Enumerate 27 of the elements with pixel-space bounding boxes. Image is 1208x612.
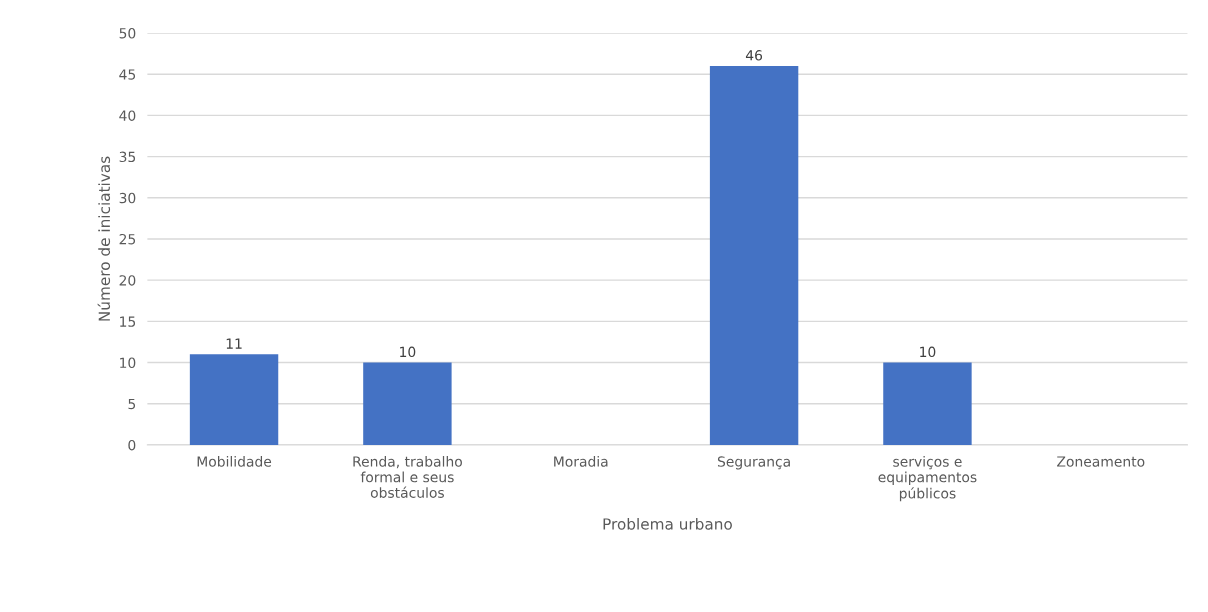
y-tick-label: 45 — [119, 69, 136, 80]
x-axis-title: Problema urbano — [603, 517, 732, 530]
x-tick-label: serviços e equipamentos públicos — [878, 456, 977, 502]
y-tick-label: 50 — [119, 28, 136, 39]
y-tick-label: 40 — [119, 110, 136, 121]
y-tick-label: 25 — [119, 233, 136, 245]
bar — [363, 362, 452, 445]
y-tick-label: 30 — [119, 192, 136, 204]
y-tick-label: 5 — [128, 398, 136, 410]
y-tick-label: 35 — [119, 151, 136, 163]
data-label: 11 — [226, 338, 242, 349]
bar — [883, 362, 972, 445]
data-label: 10 — [400, 346, 416, 358]
y-tick-label: 10 — [120, 357, 136, 369]
y-axis-title: Número de iniciativas — [97, 156, 111, 321]
x-tick-label: Zoneamento — [1057, 456, 1145, 467]
y-tick-label: 20 — [119, 275, 136, 286]
data-label: 46 — [745, 50, 763, 61]
x-tick-label: Moradia — [554, 456, 608, 467]
x-tick-label: Segurança — [717, 456, 790, 470]
x-tick-label: Renda, trabalho formal e seus obstáculos — [353, 456, 462, 498]
data-label: 10 — [920, 346, 936, 358]
y-tick-label: 15 — [120, 316, 136, 327]
bar — [709, 66, 799, 445]
x-tick-label: Mobilidade — [197, 456, 272, 467]
y-tick-label: 0 — [128, 439, 136, 451]
bar — [189, 354, 279, 445]
